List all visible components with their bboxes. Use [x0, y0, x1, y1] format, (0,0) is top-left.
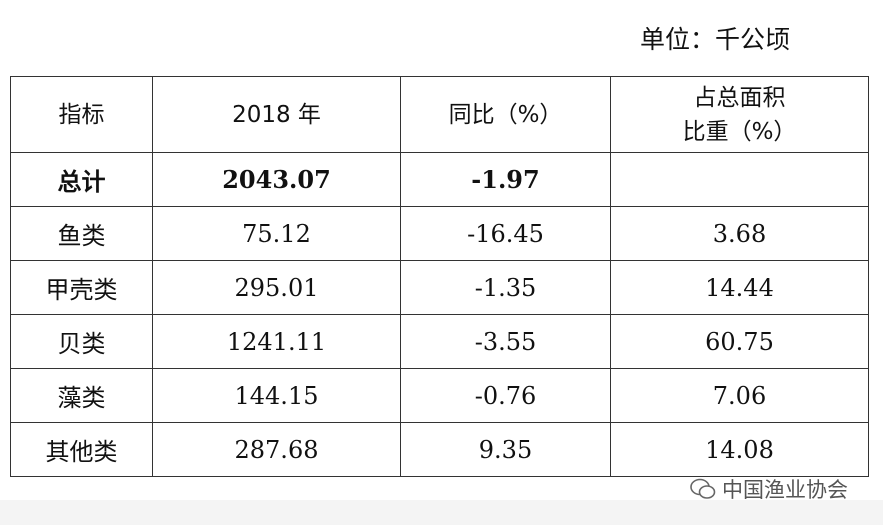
table-cell: 75.12 [152, 206, 401, 261]
table-cell: 295.01 [152, 260, 401, 315]
table-cell: 鱼类 [10, 206, 153, 261]
table-row: 藻类 144.15 -0.76 7.06 [10, 368, 869, 423]
table-cell: 1241.11 [152, 314, 401, 369]
table-cell: 2043.07 [152, 152, 401, 207]
table-cell: -3.55 [400, 314, 611, 369]
table-row: 贝类 1241.11 -3.55 60.75 [10, 314, 869, 369]
header-line: 比重（%） [682, 118, 797, 145]
wechat-icon [690, 478, 716, 499]
table-cell: 其他类 [10, 422, 153, 477]
table-row: 总计 2043.07 -1.97 [10, 152, 869, 207]
header-line: 占总面积 [693, 84, 786, 111]
data-table: 指标 2018 年同比（%） 占总面积 比重（%） 总计 2043.07 -1.97 鱼类 75… [10, 76, 869, 477]
empty-cell [610, 152, 869, 207]
footer-bar [0, 500, 883, 525]
table-cell: 甲壳类 [10, 260, 153, 315]
table-row: 其他类 287.68 9.35 14.08 [10, 422, 869, 477]
header-cell: 同比（%） [400, 76, 611, 153]
watermark-text: 中国渔业协会 [722, 478, 848, 502]
header-cell: 指标 [10, 76, 153, 153]
table-cell: -1.97 [400, 152, 611, 207]
header-row: 指标 2018 年同比（%） 占总面积 比重（%） [10, 76, 869, 153]
header-cell: 2018 年 [152, 76, 401, 153]
watermark: 中国渔业协会 [690, 474, 848, 504]
table-cell: 14.08 [610, 422, 869, 477]
table-cell: 14.44 [610, 260, 869, 315]
table-cell: -16.45 [400, 206, 611, 261]
table-body: 指标 2018 年同比（%） 占总面积 比重（%） 总计 2043.07 -1.97 鱼类 75… [10, 76, 869, 477]
table-cell: 287.68 [152, 422, 401, 477]
unit-label: 单位：千公顷 [640, 25, 791, 54]
table-cell: 藻类 [10, 368, 153, 423]
table-row: 甲壳类 295.01 -1.35 14.44 [10, 260, 869, 315]
table-cell: -0.76 [400, 368, 611, 423]
table-cell: 贝类 [10, 314, 153, 369]
header-cell: 占总面积比重（%） [610, 76, 869, 153]
table-cell: 60.75 [610, 314, 869, 369]
table-row: 鱼类 75.12 -16.45 3.68 [10, 206, 869, 261]
table-cell: 144.15 [152, 368, 401, 423]
table-cell: 9.35 [400, 422, 611, 477]
table-cell: -1.35 [400, 260, 611, 315]
table-cell: 总计 [10, 152, 153, 207]
table-cell: 7.06 [610, 368, 869, 423]
table-cell: 3.68 [610, 206, 869, 261]
